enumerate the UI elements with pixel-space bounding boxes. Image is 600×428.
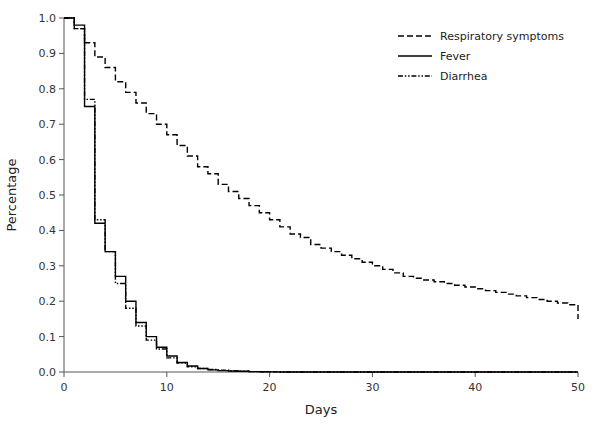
tick-label: 20 bbox=[263, 381, 277, 394]
tick-mark bbox=[269, 372, 270, 377]
tick-mark bbox=[59, 195, 64, 196]
tick-mark bbox=[59, 159, 64, 160]
tick-label: 50 bbox=[571, 381, 585, 394]
legend-label: Respiratory symptoms bbox=[440, 30, 564, 43]
tick-label: 0.1 bbox=[39, 331, 57, 344]
step-line bbox=[64, 18, 578, 319]
tick-label: 0.3 bbox=[39, 260, 57, 273]
tick-mark bbox=[166, 372, 167, 377]
y-axis-label: Percentage bbox=[4, 158, 19, 231]
tick-label: 0.2 bbox=[39, 295, 57, 308]
tick-label: 0.9 bbox=[39, 47, 57, 60]
tick-label: 0.0 bbox=[39, 366, 57, 379]
tick-mark bbox=[59, 372, 64, 373]
tick-label: 0 bbox=[61, 381, 68, 394]
chart: 0.0 0.1 0.2 0.3 0.4 0.5 0.6 0.7 0.8 0.9 1.0 0 10 20 30… bbox=[0, 0, 600, 428]
legend-swatch bbox=[398, 35, 432, 36]
tick-label: 0.6 bbox=[39, 154, 57, 167]
step-line bbox=[64, 18, 578, 372]
step-line bbox=[64, 18, 578, 372]
tick-label: 40 bbox=[468, 381, 482, 394]
tick-mark bbox=[59, 301, 64, 302]
axis-line bbox=[64, 18, 65, 372]
tick-label: 30 bbox=[365, 381, 379, 394]
tick-mark bbox=[59, 124, 64, 125]
tick-mark bbox=[59, 336, 64, 337]
y-axis: 0.0 0.1 0.2 0.3 0.4 0.5 0.6 0.7 0.8 0.9 1.0 bbox=[39, 12, 65, 379]
x-axis: 0 10 20 30 40 50 bbox=[61, 372, 586, 394]
legend-swatch bbox=[398, 55, 432, 56]
plot-area bbox=[64, 18, 578, 372]
legend-swatch bbox=[398, 75, 432, 76]
tick-mark bbox=[372, 372, 373, 377]
tick-label: 0.5 bbox=[39, 189, 57, 202]
x-axis-label: Days bbox=[305, 402, 338, 417]
tick-mark bbox=[59, 265, 64, 266]
tick-label: 10 bbox=[160, 381, 174, 394]
tick-label: 0.4 bbox=[39, 224, 57, 237]
tick-mark bbox=[64, 372, 65, 377]
tick-mark bbox=[475, 372, 476, 377]
tick-mark bbox=[59, 18, 64, 19]
legend: Respiratory symptoms Fever Diarrhea bbox=[398, 30, 564, 83]
tick-label: 1.0 bbox=[39, 12, 57, 25]
tick-mark bbox=[59, 88, 64, 89]
tick-mark bbox=[59, 230, 64, 231]
legend-label: Fever bbox=[440, 50, 471, 63]
tick-mark bbox=[578, 372, 579, 377]
tick-label: 0.8 bbox=[39, 83, 57, 96]
tick-mark bbox=[59, 53, 64, 54]
legend-label: Diarrhea bbox=[440, 70, 487, 83]
tick-label: 0.7 bbox=[39, 118, 57, 131]
